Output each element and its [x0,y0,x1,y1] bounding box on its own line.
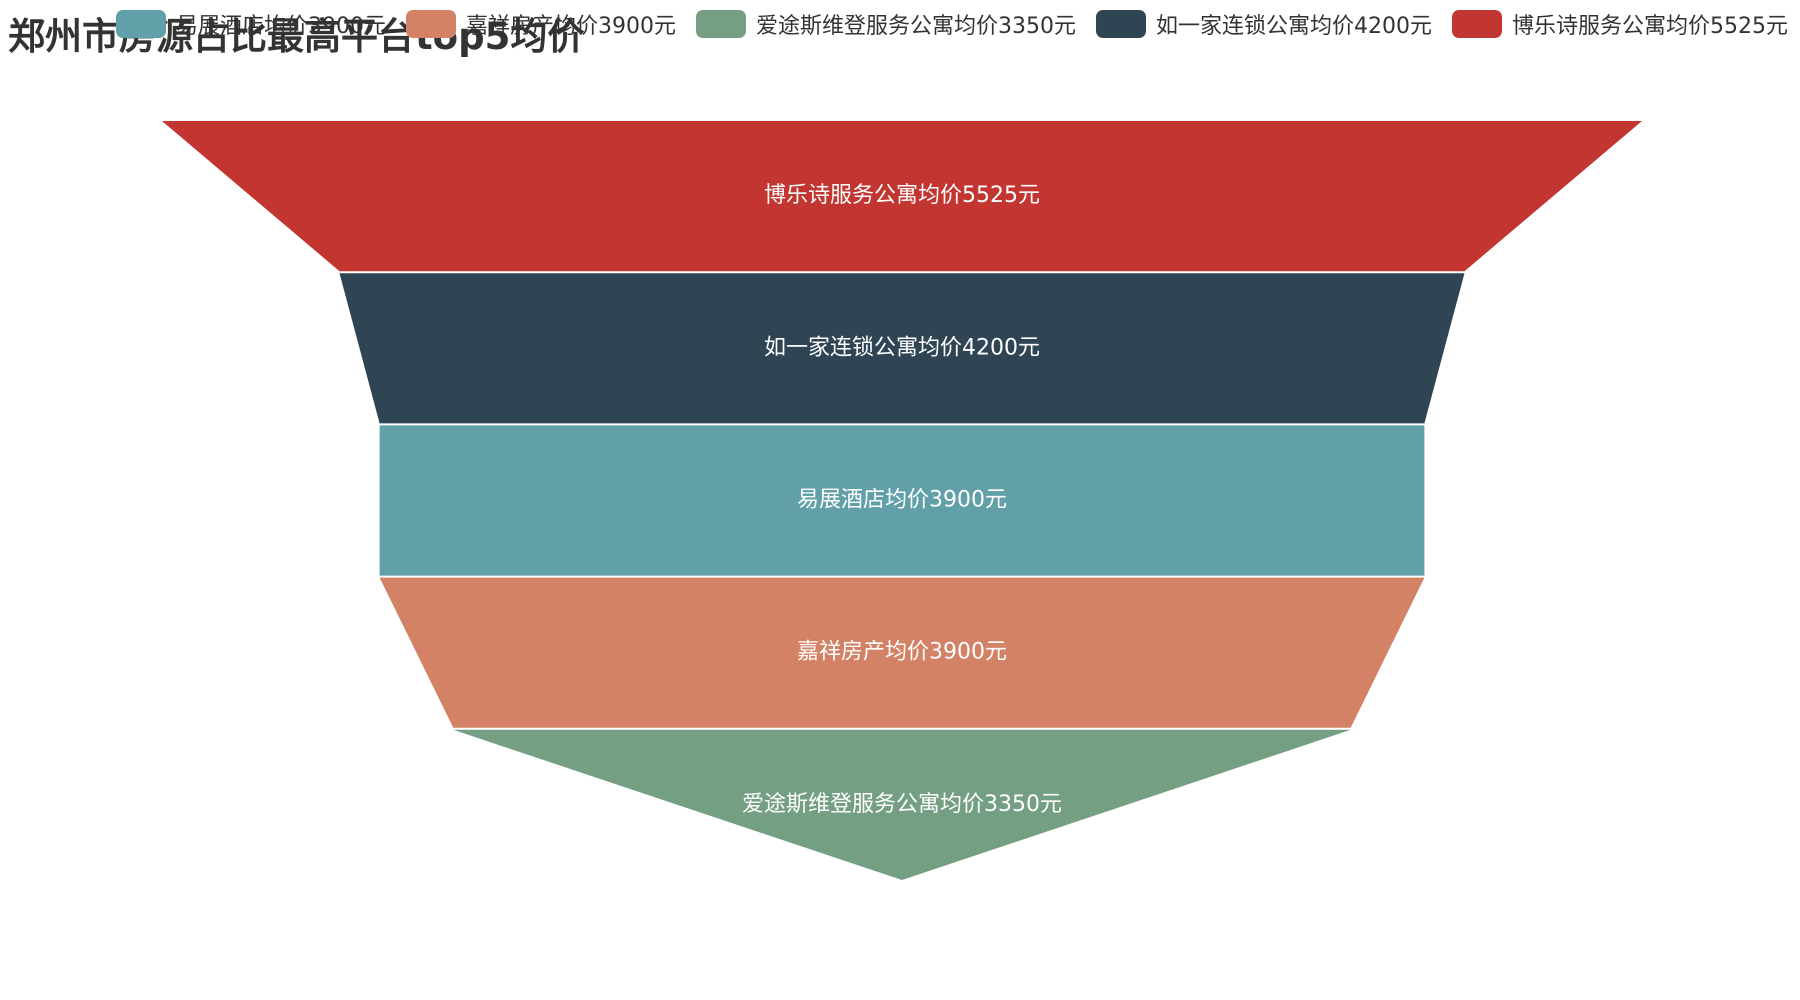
funnel-segment-label-1: 博乐诗服务公寓均价5525元 [764,183,1040,208]
legend-label: 易展酒店均价3900元 [176,14,386,39]
chart-title: 郑州市房源占比最高平台top5均价 [8,15,585,58]
legend-item-3[interactable]: 爱途斯维登服务公寓均价3350元 [696,8,1076,40]
legend-swatch [116,10,166,38]
funnel-segment-5[interactable] [453,729,1351,880]
legend-item-1[interactable]: 易展酒店均价3900元 [116,8,386,40]
legend-label: 嘉祥房产均价3900元 [466,14,676,39]
funnel-segment-label-2: 如一家连锁公寓均价4200元 [764,335,1040,360]
funnel-segment-label-3: 易展酒店均价3900元 [797,488,1007,513]
legend-item-4[interactable]: 如一家连锁公寓均价4200元 [1096,8,1432,40]
funnel-segment-label-5: 爱途斯维登服务公寓均价3350元 [742,792,1062,817]
legend-item-2[interactable]: 嘉祥房产均价3900元 [406,8,676,40]
legend-label: 如一家连锁公寓均价4200元 [1156,14,1432,39]
legend-item-5[interactable]: 博乐诗服务公寓均价5525元 [1452,8,1788,40]
funnel-segment-label-4: 嘉祥房产均价3900元 [797,640,1007,665]
funnel-segment-1[interactable] [162,121,1642,272]
legend-label: 博乐诗服务公寓均价5525元 [1512,14,1788,39]
legend-swatch [406,10,456,38]
legend: 易展酒店均价3900元 嘉祥房产均价3900元 爱途斯维登服务公寓均价3350元 如一… [116,8,1788,40]
legend-swatch [1452,10,1502,38]
funnel-segment-2[interactable] [339,273,1465,424]
funnel-segment-3[interactable] [379,425,1425,576]
legend-swatch [696,10,746,38]
legend-label: 爱途斯维登服务公寓均价3350元 [756,14,1076,39]
funnel-segment-4[interactable] [379,577,1425,728]
legend-swatch [1096,10,1146,38]
